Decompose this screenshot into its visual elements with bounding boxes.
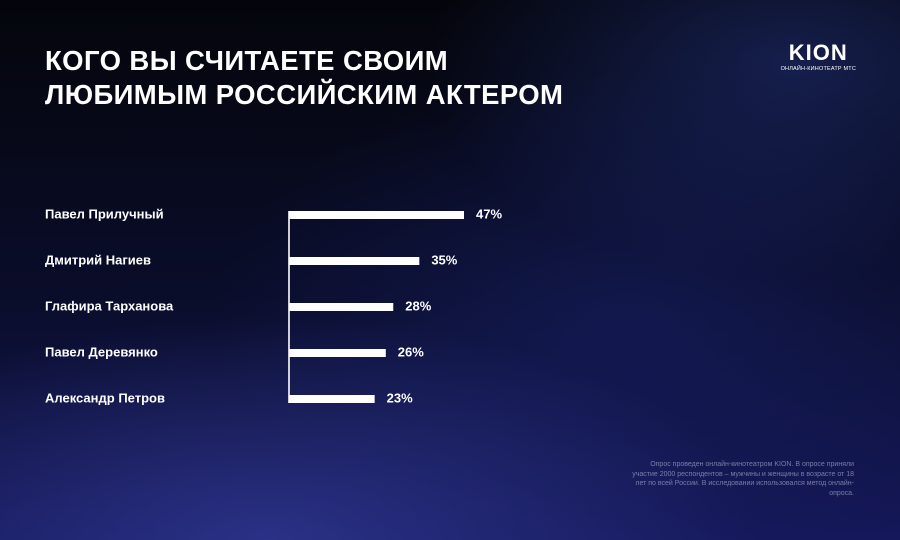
- category-label: Глафира Тарханова: [45, 298, 174, 313]
- brand-logo: KION ОНЛАЙН-КИНОТЕАТР МТС: [781, 42, 856, 73]
- bar: [289, 395, 375, 403]
- category-label: Павел Деревянко: [45, 344, 158, 359]
- value-label: 26%: [398, 344, 424, 359]
- value-labels: 47% 35% 28% 26% 23%: [387, 206, 503, 405]
- survey-footnote: Опрос проведен онлайн-кинотеатром KION. …: [632, 461, 854, 497]
- bar: [289, 349, 386, 357]
- category-labels: Павел Прилучный Дмитрий Нагиев Глафира Тар…: [45, 206, 174, 405]
- category-label: Дмитрий Нагиев: [45, 252, 151, 267]
- brand-tagline: ОНЛАЙН-КИНОТЕАТР МТС: [780, 66, 856, 72]
- category-label: Павел Прилучный: [45, 206, 164, 221]
- bar: [289, 211, 464, 219]
- bar: [289, 257, 420, 265]
- value-label: 23%: [387, 390, 413, 405]
- value-label: 35%: [431, 252, 457, 267]
- page-title-line-1: КОГО ВЫ СЧИТАЕТЕ СВОИМ: [45, 45, 449, 76]
- kion-logo: KION: [788, 40, 848, 65]
- bars: [289, 211, 464, 403]
- category-label: Александр Петров: [45, 390, 165, 405]
- bar: [289, 303, 394, 311]
- value-label: 28%: [405, 298, 431, 313]
- value-label: 47%: [476, 206, 502, 221]
- page-title-line-2: ЛЮБИМЫМ РОССИЙСКИМ АКТЕРОМ: [45, 79, 564, 110]
- page-title: КОГО ВЫ СЧИТАЕТЕ СВОИМ ЛЮБИМЫМ РОССИЙСКИ…: [45, 44, 563, 112]
